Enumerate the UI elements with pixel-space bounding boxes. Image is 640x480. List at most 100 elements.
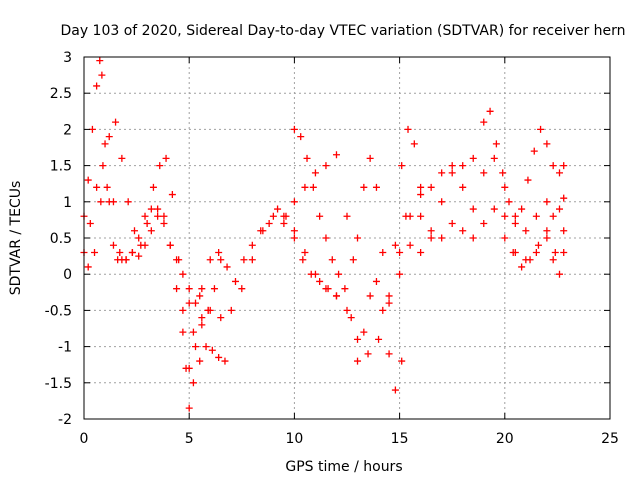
data-point: [480, 118, 488, 126]
data-point: [154, 205, 162, 213]
y-tick-label: 0: [63, 267, 72, 283]
data-point: [490, 205, 498, 213]
data-point: [185, 404, 193, 412]
data-point: [101, 140, 109, 148]
data-point: [162, 154, 170, 162]
series-sat-j: [417, 154, 568, 256]
data-point: [556, 270, 564, 278]
data-point: [549, 212, 557, 220]
data-point: [116, 248, 124, 256]
data-point: [543, 234, 551, 242]
data-point: [290, 227, 298, 235]
data-point: [280, 220, 288, 228]
data-point: [360, 183, 368, 191]
data-point: [526, 256, 534, 264]
data-point: [185, 285, 193, 293]
data-point: [311, 169, 319, 177]
data-point: [530, 147, 538, 155]
data-point: [543, 198, 551, 206]
data-point: [360, 328, 368, 336]
y-tick-label: -1.5: [45, 376, 72, 392]
data-point: [112, 118, 120, 126]
data-point: [448, 169, 456, 177]
data-point: [217, 256, 225, 264]
data-point: [379, 248, 387, 256]
data-point: [501, 212, 509, 220]
data-point: [417, 191, 425, 199]
series-sat-e: [189, 205, 340, 336]
data-point: [206, 256, 214, 264]
data-point: [105, 133, 113, 141]
data-point: [198, 285, 206, 293]
data-point: [448, 162, 456, 170]
data-point: [173, 285, 181, 293]
data-point: [84, 176, 92, 184]
data-point: [97, 198, 105, 206]
data-point: [427, 183, 435, 191]
data-point: [459, 227, 467, 235]
series-sat-k: [501, 227, 568, 271]
data-point: [215, 248, 223, 256]
data-point: [154, 212, 162, 220]
data-point: [192, 343, 200, 351]
data-point: [354, 357, 362, 365]
data-point: [196, 357, 204, 365]
data-point: [99, 162, 107, 170]
data-point: [417, 212, 425, 220]
data-point: [238, 285, 246, 293]
series-sat-b: [80, 118, 229, 412]
data-point: [257, 227, 265, 235]
series-sat-c: [84, 183, 225, 322]
data-point: [505, 198, 513, 206]
data-point: [160, 220, 168, 228]
data-point: [417, 248, 425, 256]
data-point: [303, 154, 311, 162]
data-point: [307, 270, 315, 278]
data-point: [417, 183, 425, 191]
series-sat-g: [280, 125, 425, 300]
data-point: [396, 248, 404, 256]
x-tick-label: 5: [185, 431, 194, 447]
data-point: [103, 183, 111, 191]
chart-title: Day 103 of 2020, Sidereal Day-to-day VTE…: [60, 23, 625, 39]
data-point: [537, 125, 545, 133]
data-point: [93, 183, 101, 191]
data-point: [490, 154, 498, 162]
data-point: [459, 162, 467, 170]
data-point: [556, 169, 564, 177]
data-point: [511, 212, 519, 220]
data-point: [135, 252, 143, 260]
data-point: [543, 227, 551, 235]
data-point: [518, 263, 526, 271]
data-point: [501, 234, 509, 242]
data-point: [130, 227, 138, 235]
data-point: [385, 350, 393, 358]
data-point: [223, 263, 231, 271]
data-point: [501, 183, 509, 191]
data-point: [128, 248, 136, 256]
ticks: 0 5 10 15 20 25 -2 -1.5 -1 -0.5 0 0.5 1 1.5 2 2.5 3: [45, 50, 619, 447]
data-point: [406, 212, 414, 220]
x-tick-label: 10: [285, 431, 303, 447]
data-point: [301, 248, 309, 256]
data-point: [221, 357, 229, 365]
data-point: [118, 154, 126, 162]
data-point: [406, 241, 414, 249]
y-tick-label: -0.5: [45, 303, 72, 319]
y-tick-label: 1.5: [50, 159, 72, 175]
data-point: [215, 353, 223, 361]
data-point: [316, 277, 324, 285]
data-point: [511, 220, 519, 228]
data-point: [391, 241, 399, 249]
y-tick-label: 1: [63, 195, 72, 211]
data-point: [173, 256, 181, 264]
data-point: [297, 133, 305, 141]
data-point: [84, 263, 92, 271]
data-point: [509, 248, 517, 256]
data-point: [322, 162, 330, 170]
x-tick-label: 20: [496, 431, 514, 447]
series-sat-h: [396, 107, 568, 278]
data-point: [240, 256, 248, 264]
y-tick-label: -2: [58, 412, 72, 428]
data-point: [231, 277, 239, 285]
